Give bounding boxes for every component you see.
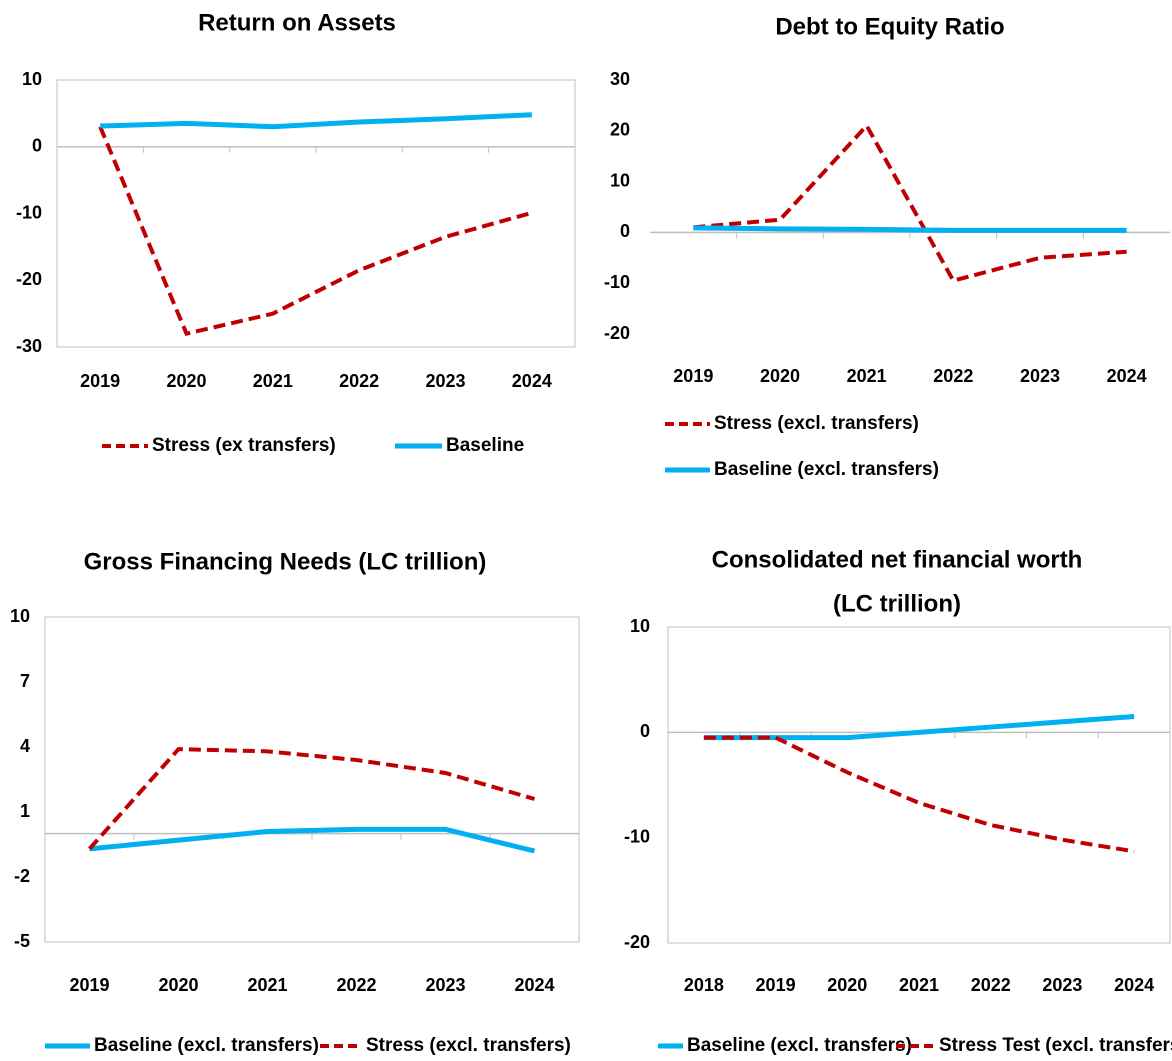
x-tick-label: 2023 bbox=[1020, 366, 1060, 386]
y-tick-label: 1 bbox=[20, 801, 30, 821]
legend-label: Stress (excl. transfers) bbox=[366, 1035, 571, 1056]
chart-title: Consolidated net financial worth bbox=[712, 546, 1083, 573]
x-tick-label: 2022 bbox=[336, 975, 376, 995]
y-tick-label: 20 bbox=[610, 120, 630, 140]
y-tick-label: -10 bbox=[604, 272, 630, 292]
x-tick-label: 2022 bbox=[339, 371, 379, 391]
legend-label: Baseline (excl. transfers) bbox=[687, 1035, 912, 1056]
x-tick-label: 2019 bbox=[69, 975, 109, 995]
series-line bbox=[89, 826, 536, 854]
chart-title: Debt to Equity Ratio bbox=[775, 13, 1004, 40]
y-tick-label: -10 bbox=[16, 202, 42, 222]
legend-label: Baseline (excl. transfers) bbox=[714, 459, 939, 480]
x-tick-label: 2018 bbox=[684, 975, 724, 995]
chart-title: Gross Financing Needs (LC trillion) bbox=[84, 548, 487, 575]
series-line bbox=[703, 735, 1135, 854]
y-tick-label: -20 bbox=[624, 932, 650, 952]
legend-label: Baseline bbox=[446, 435, 524, 456]
x-tick-label: 2022 bbox=[933, 366, 973, 386]
y-tick-label: -10 bbox=[624, 826, 650, 846]
x-tick-label: 2020 bbox=[158, 975, 198, 995]
legend-label: Stress (excl. transfers) bbox=[714, 413, 919, 434]
legend-label: Baseline (excl. transfers) bbox=[94, 1035, 319, 1056]
x-tick-label: 2019 bbox=[756, 975, 796, 995]
series-line bbox=[703, 714, 1135, 741]
x-tick-label: 2023 bbox=[425, 371, 465, 391]
y-tick-label: 0 bbox=[32, 136, 42, 156]
y-tick-label: -30 bbox=[16, 336, 42, 356]
y-tick-label: 7 bbox=[20, 671, 30, 691]
x-tick-label: 2024 bbox=[1107, 366, 1147, 386]
x-tick-label: 2024 bbox=[514, 975, 554, 995]
x-tick-label: 2024 bbox=[512, 371, 552, 391]
x-tick-label: 2022 bbox=[971, 975, 1011, 995]
series-line bbox=[98, 125, 533, 336]
chart-title: Return on Assets bbox=[198, 9, 396, 36]
series-line bbox=[88, 747, 536, 851]
legend-label: Stress (ex transfers) bbox=[152, 435, 336, 456]
chart-title: (LC trillion) bbox=[833, 590, 961, 617]
y-tick-label: 10 bbox=[22, 69, 42, 89]
y-tick-label: 10 bbox=[630, 616, 650, 636]
x-tick-label: 2024 bbox=[1114, 975, 1154, 995]
x-tick-label: 2019 bbox=[673, 366, 713, 386]
x-tick-label: 2020 bbox=[166, 371, 206, 391]
x-tick-label: 2023 bbox=[425, 975, 465, 995]
y-tick-label: -2 bbox=[14, 866, 30, 886]
plot-frame bbox=[44, 616, 580, 943]
x-tick-label: 2019 bbox=[80, 371, 120, 391]
series-line bbox=[693, 225, 1127, 233]
y-tick-label: 30 bbox=[610, 69, 630, 89]
y-tick-label: -20 bbox=[16, 269, 42, 289]
plot-frame bbox=[667, 626, 1171, 944]
x-tick-label: 2021 bbox=[847, 366, 887, 386]
plot-frame bbox=[56, 79, 576, 348]
y-tick-label: 4 bbox=[20, 736, 30, 756]
y-tick-label: 0 bbox=[640, 721, 650, 741]
x-tick-label: 2021 bbox=[899, 975, 939, 995]
x-tick-label: 2020 bbox=[827, 975, 867, 995]
series-line bbox=[100, 112, 532, 130]
x-tick-label: 2020 bbox=[760, 366, 800, 386]
x-tick-label: 2023 bbox=[1042, 975, 1082, 995]
series-line bbox=[693, 122, 1127, 283]
y-tick-label: 10 bbox=[10, 606, 30, 626]
x-tick-label: 2021 bbox=[253, 371, 293, 391]
legend-label: Stress Test (excl. transfers) bbox=[939, 1035, 1172, 1056]
y-tick-label: 0 bbox=[620, 221, 630, 241]
y-tick-label: -5 bbox=[14, 931, 30, 951]
y-tick-label: 10 bbox=[610, 170, 630, 190]
x-tick-label: 2021 bbox=[247, 975, 287, 995]
y-tick-label: -20 bbox=[604, 323, 630, 343]
